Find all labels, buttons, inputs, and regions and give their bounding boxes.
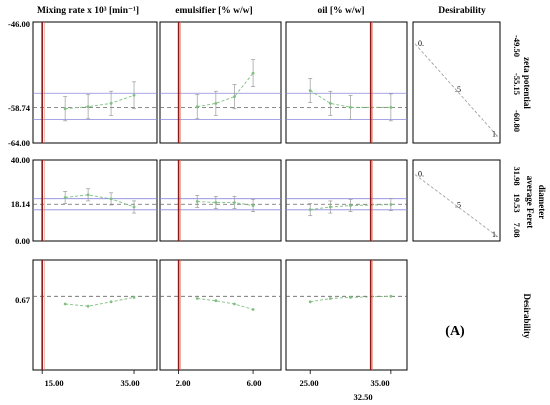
- feret-right-tick-1: 31.98: [512, 166, 522, 185]
- feret-tick-current: 18.14: [11, 199, 31, 209]
- feret-tick-top: 40.00: [11, 155, 30, 165]
- desirability-scale-r1-1: .5: [455, 200, 461, 209]
- data-point-r2-c2-0: [308, 300, 312, 304]
- data-point-r1-c1-0: [195, 200, 199, 203]
- data-point-r0-c0-3: [132, 93, 136, 97]
- panel-frame-r0-c1: [159, 21, 282, 144]
- panel-frame-r2-c2: [285, 259, 408, 371]
- feret-tick-bottom: 0.00: [15, 236, 30, 246]
- data-point-r2-c2-2: [349, 296, 352, 299]
- data-point-r2-c2-1: [328, 297, 332, 300]
- panel-grid: 0. .5 1. 0. .5 1.: [32, 21, 501, 374]
- header-desirability: Desirability: [438, 6, 486, 16]
- desirability-scale-r0-2: 1.: [492, 130, 498, 139]
- desirability-function-r0: [414, 43, 498, 137]
- data-point-r1-c2-2: [349, 204, 352, 207]
- data-point-r0-c1-2: [233, 95, 236, 99]
- desirability-frame-r1: [412, 159, 501, 242]
- data-point-r0-c1-0: [195, 105, 199, 109]
- data-point-r1-c0-3: [132, 205, 136, 209]
- zeta-tick-current: -58.74: [8, 103, 31, 113]
- data-point-r0-c2-1: [328, 101, 332, 105]
- data-point-r1-c0-2: [109, 197, 113, 201]
- trace-line-r1-c0: [65, 194, 135, 208]
- data-point-r2-c0-0: [63, 302, 67, 306]
- desirability-scale-r0-1: .5: [455, 85, 461, 94]
- trace-line-r0-c2: [309, 90, 391, 108]
- data-point-r1-c2-0: [308, 208, 312, 212]
- panel-frame-r1-c0: [32, 159, 158, 242]
- trace-line-r0-c0: [65, 94, 135, 110]
- zeta-potential-label: zeta potential: [522, 57, 532, 109]
- panel-frame-r1-c2: [285, 159, 408, 242]
- data-point-r2-c0-1: [86, 304, 90, 308]
- desirability-scale-r1-0: 0.: [418, 170, 424, 179]
- data-point-r2-c1-1: [214, 299, 218, 303]
- desirability-tick-current: 0.67: [15, 295, 31, 305]
- data-point-r1-c0-1: [86, 193, 90, 197]
- panel-frame-r2-c1: [159, 259, 282, 371]
- data-point-r2-c1-2: [233, 302, 236, 306]
- panel-frame-r0-c2: [285, 21, 408, 144]
- data-point-r1-c2-3: [389, 203, 393, 206]
- panel-frame-r2-c0: [32, 259, 158, 371]
- data-point-r1-c1-1: [214, 201, 218, 204]
- data-point-r0-c2-2: [349, 105, 352, 109]
- zeta-tick-top: -46.00: [8, 19, 30, 29]
- data-point-r0-c0-1: [86, 105, 90, 109]
- data-point-r0-c2-0: [308, 89, 312, 92]
- data-point-r2-c1-3: [251, 308, 255, 311]
- figure-tag: (A): [445, 324, 465, 339]
- data-point-r1-c1-2: [233, 201, 236, 204]
- data-point-r0-c1-1: [214, 101, 218, 105]
- data-point-r0-c2-3: [389, 105, 393, 109]
- oil-optimum-label: 32.50: [353, 392, 372, 402]
- data-point-r2-c0-2: [109, 300, 113, 304]
- mixing-xtick-15: 15.00: [44, 378, 63, 388]
- desirability-frame-r0: [412, 21, 501, 144]
- data-point-r1-c2-1: [328, 205, 332, 209]
- feret-label-line2: diameter: [537, 185, 547, 219]
- header-oil: oil [% w/w]: [318, 6, 365, 16]
- mixing-xtick-35: 35.00: [120, 378, 139, 388]
- trace-line-r2-c0: [65, 296, 135, 307]
- emulsifier-xtick-2: 2.00: [176, 378, 191, 388]
- data-point-r0-c1-3: [251, 71, 255, 75]
- header-emulsifier: emulsifier [% w/w]: [175, 6, 252, 16]
- data-point-r1-c1-3: [251, 204, 255, 207]
- desirability-scale-r0-0: 0.: [418, 39, 424, 48]
- data-point-r2-c1-0: [195, 297, 199, 300]
- desirability-row-label: Desirability: [522, 294, 532, 339]
- oil-xtick-35: 35.00: [370, 378, 389, 388]
- panel-frame-r0-c0: [32, 21, 158, 144]
- emulsifier-xtick-6: 6.00: [247, 378, 262, 388]
- trace-line-r1-c1: [197, 201, 254, 207]
- zeta-right-tick-2: -55.15: [512, 73, 522, 95]
- data-point-r2-c2-3: [389, 294, 393, 298]
- zeta-right-tick-1: -49.50: [512, 35, 522, 57]
- feret-right-tick-3: 7.08: [512, 223, 522, 238]
- data-point-r0-c0-0: [63, 107, 67, 111]
- header-mixing-rate: Mixing rate x 10³ [min⁻¹]: [37, 6, 139, 16]
- trace-line-r2-c1: [197, 298, 254, 310]
- oil-xtick-25: 25.00: [299, 378, 318, 388]
- zeta-right-tick-3: -60.80: [512, 110, 522, 132]
- feret-right-tick-2: 19.53: [512, 193, 522, 212]
- zeta-tick-bottom: -64.00: [8, 138, 30, 148]
- panel-frame-r1-c1: [159, 159, 282, 242]
- desirability-function-r1: [414, 174, 498, 237]
- data-point-r2-c0-3: [132, 296, 136, 299]
- desirability-scale-r1-2: 1.: [492, 230, 498, 239]
- data-point-r0-c0-2: [109, 101, 113, 105]
- feret-label-line1: average Feret: [525, 176, 535, 229]
- data-point-r1-c0-0: [63, 196, 67, 199]
